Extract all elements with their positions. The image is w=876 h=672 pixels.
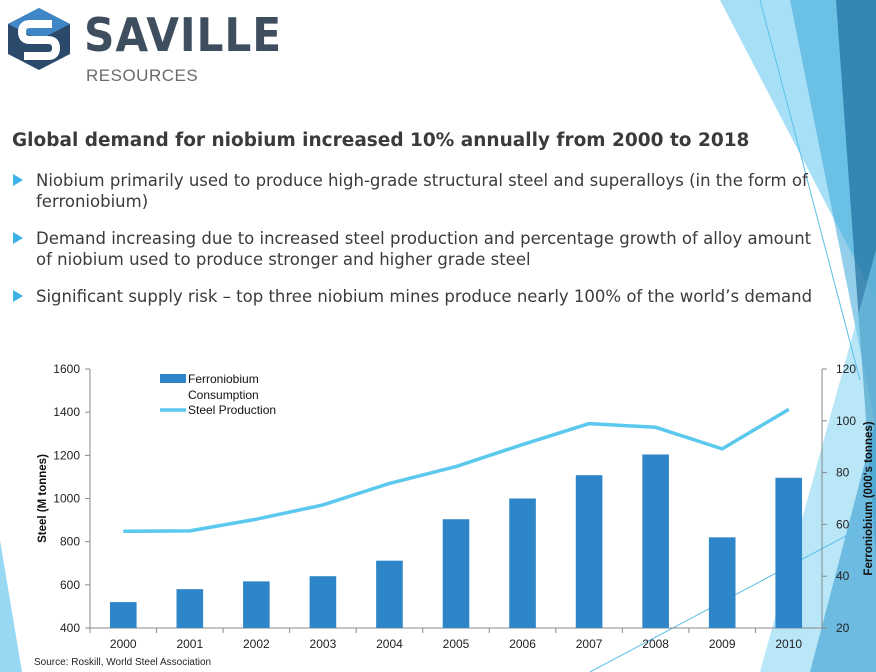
bar — [176, 589, 204, 628]
left-axis-title: Steel (M tonnes) — [37, 454, 49, 543]
legend-label: Steel Production — [188, 403, 276, 417]
x-tick-label: 2002 — [243, 637, 270, 651]
right-tick-label: 40 — [836, 569, 850, 583]
x-tick-label: 2004 — [376, 637, 403, 651]
right-tick-label: 100 — [836, 414, 856, 428]
x-tick-label: 2009 — [709, 637, 736, 651]
slide-headline: Global demand for niobium increased 10% … — [12, 130, 750, 151]
right-tick-label: 120 — [836, 362, 856, 376]
bar — [708, 537, 736, 628]
left-tick-label: 1600 — [53, 362, 80, 376]
right-axis-title: Ferroniobium (000's tonnes) — [863, 421, 875, 575]
triangle-bullet-icon — [13, 174, 23, 186]
legend-label: Ferroniobium — [188, 372, 259, 386]
x-tick-label: 2007 — [576, 637, 603, 651]
steel-production-line — [123, 407, 790, 534]
left-tick-label: 1000 — [53, 492, 80, 506]
bullet-item: Significant supply risk – top three niob… — [12, 286, 832, 307]
saville-logo-icon — [8, 8, 70, 70]
right-tick-label: 80 — [836, 466, 850, 480]
x-tick-label: 2006 — [509, 637, 536, 651]
x-tick-label: 2005 — [443, 637, 470, 651]
triangle-bullet-icon — [13, 290, 23, 302]
left-tick-label: 1400 — [53, 405, 80, 419]
bullet-list: Niobium primarily used to produce high-g… — [12, 170, 832, 323]
brand-name: SAVILLE — [84, 8, 283, 62]
bar — [376, 560, 403, 628]
bar — [243, 581, 270, 628]
x-tick-label: 2003 — [310, 637, 337, 651]
x-tick-label: 2008 — [642, 637, 669, 651]
bar — [309, 576, 337, 628]
left-tick-label: 400 — [60, 621, 80, 635]
x-tick-label: 2010 — [775, 637, 802, 651]
bullet-item: Demand increasing due to increased steel… — [12, 228, 832, 270]
legend-label: Consumption — [188, 388, 259, 402]
bar — [642, 454, 669, 628]
bullet-text: Significant supply risk – top three niob… — [36, 287, 813, 306]
right-tick-label: 60 — [836, 517, 850, 531]
line-series — [123, 407, 790, 534]
bar — [775, 477, 803, 628]
chart-axes: 400 600 800 1000 1200 1400 1600 20 40 60 80 100 120 2… — [37, 362, 875, 651]
bar — [442, 519, 470, 628]
left-tick-label: 800 — [60, 535, 80, 549]
bullet-item: Niobium primarily used to produce high-g… — [12, 170, 832, 212]
bar-series — [109, 454, 803, 628]
source-note: Source: Roskill, World Steel Association — [34, 657, 212, 668]
x-tick-label: 2000 — [110, 637, 137, 651]
bar — [509, 498, 536, 628]
triangle-bullet-icon — [13, 232, 23, 244]
left-tick-label: 1200 — [53, 448, 80, 462]
niobium-steel-chart: 400 600 800 1000 1200 1400 1600 20 40 60 80 100 120 2… — [37, 362, 875, 651]
brand-subtitle: RESOURCES — [86, 66, 199, 85]
bar — [575, 475, 603, 628]
legend-swatch-bar — [160, 374, 186, 383]
left-tick-label: 600 — [60, 578, 80, 592]
bar — [109, 602, 137, 628]
bullet-text: Demand increasing due to increased steel… — [36, 229, 812, 269]
x-tick-label: 2001 — [176, 637, 203, 651]
bullet-text: Niobium primarily used to produce high-g… — [36, 171, 808, 211]
right-tick-label: 20 — [836, 621, 850, 635]
